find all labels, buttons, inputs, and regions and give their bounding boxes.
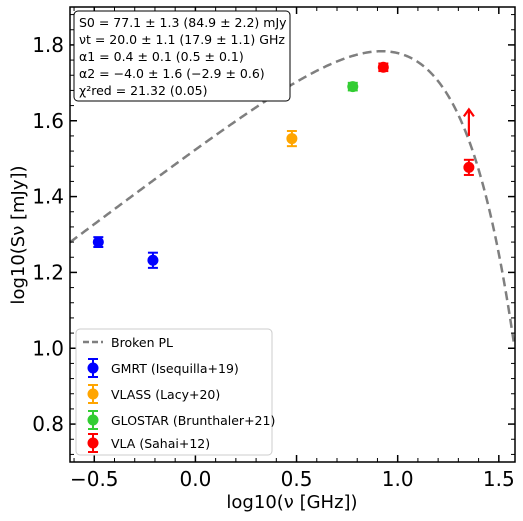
legend-label-vla: VLA (Sahai+12) [111,436,210,451]
data-point-0-0 [92,236,104,249]
x-tick-label: 1.0 [382,467,414,491]
data-point-3-1 [463,158,475,176]
x-tick-label: 1.5 [483,467,515,491]
legend-swatch-glostar [87,410,99,430]
legend-swatch-vlass [87,384,99,404]
x-tick-label: 0.5 [281,467,313,491]
fit-param-s0: S0 = 77.1 ± 1.3 (84.9 ± 2.2) mJy [79,15,287,30]
data-point-1-0 [286,129,298,148]
legend-label-vlass: VLASS (Lacy+20) [111,387,220,402]
data-point-2-0 [347,81,359,93]
fit-param-alpha1: α1 = 0.4 ± 0.1 (0.5 ± 0.1) [79,49,244,64]
fit-param-nut: νt = 20.0 ± 1.1 (17.9 ± 1.1) GHz [79,32,285,47]
legend-label-broken-pl: Broken PL [111,335,173,350]
plot-frame [69,6,516,463]
legend-swatch-vla [87,433,99,453]
x-tick-label: −0.5 [70,467,119,491]
fit-param-chi2: χ²red = 21.32 (0.05) [79,83,208,98]
y-tick-label: 1.6 [32,109,64,133]
data-point-3-0 [377,61,389,73]
data-point-0-1 [147,251,159,269]
legend: Broken PL GMRT (Isequilla+19) VLASS (Lac… [75,328,275,456]
y-tick-label: 1.0 [32,336,64,360]
fit-parameters-box: S0 = 77.1 ± 1.3 (84.9 ± 2.2) mJy νt = 20… [73,10,291,102]
x-tick-label: 0.0 [180,467,212,491]
model-curve-broken-pl [69,49,516,346]
x-axis-label: log10(ν [GHz]) [226,492,357,513]
legend-label-gmrt: GMRT (Isequilla+19) [111,361,239,376]
legend-swatch-gmrt [87,358,99,378]
y-tick-label: 1.4 [32,185,64,209]
ticks-layer: −0.5 0.0 0.5 1.0 1.5 0.8 1.0 1.2 1.4 1.6 1.8 [32,7,515,491]
lower-limit-arrow [462,107,475,136]
data-points-layer [92,61,475,269]
y-tick-label: 1.2 [32,260,64,284]
legend-label-glostar: GLOSTAR (Brunthaler+21) [111,413,275,428]
y-tick-label: 1.8 [32,33,64,57]
model-curve-layer [69,49,516,346]
y-axis-label: log10(Sν [mJy]) [8,165,29,304]
fit-param-alpha2: α2 = −4.0 ± 1.6 (−2.9 ± 0.6) [79,66,265,81]
y-tick-label: 0.8 [32,412,64,436]
